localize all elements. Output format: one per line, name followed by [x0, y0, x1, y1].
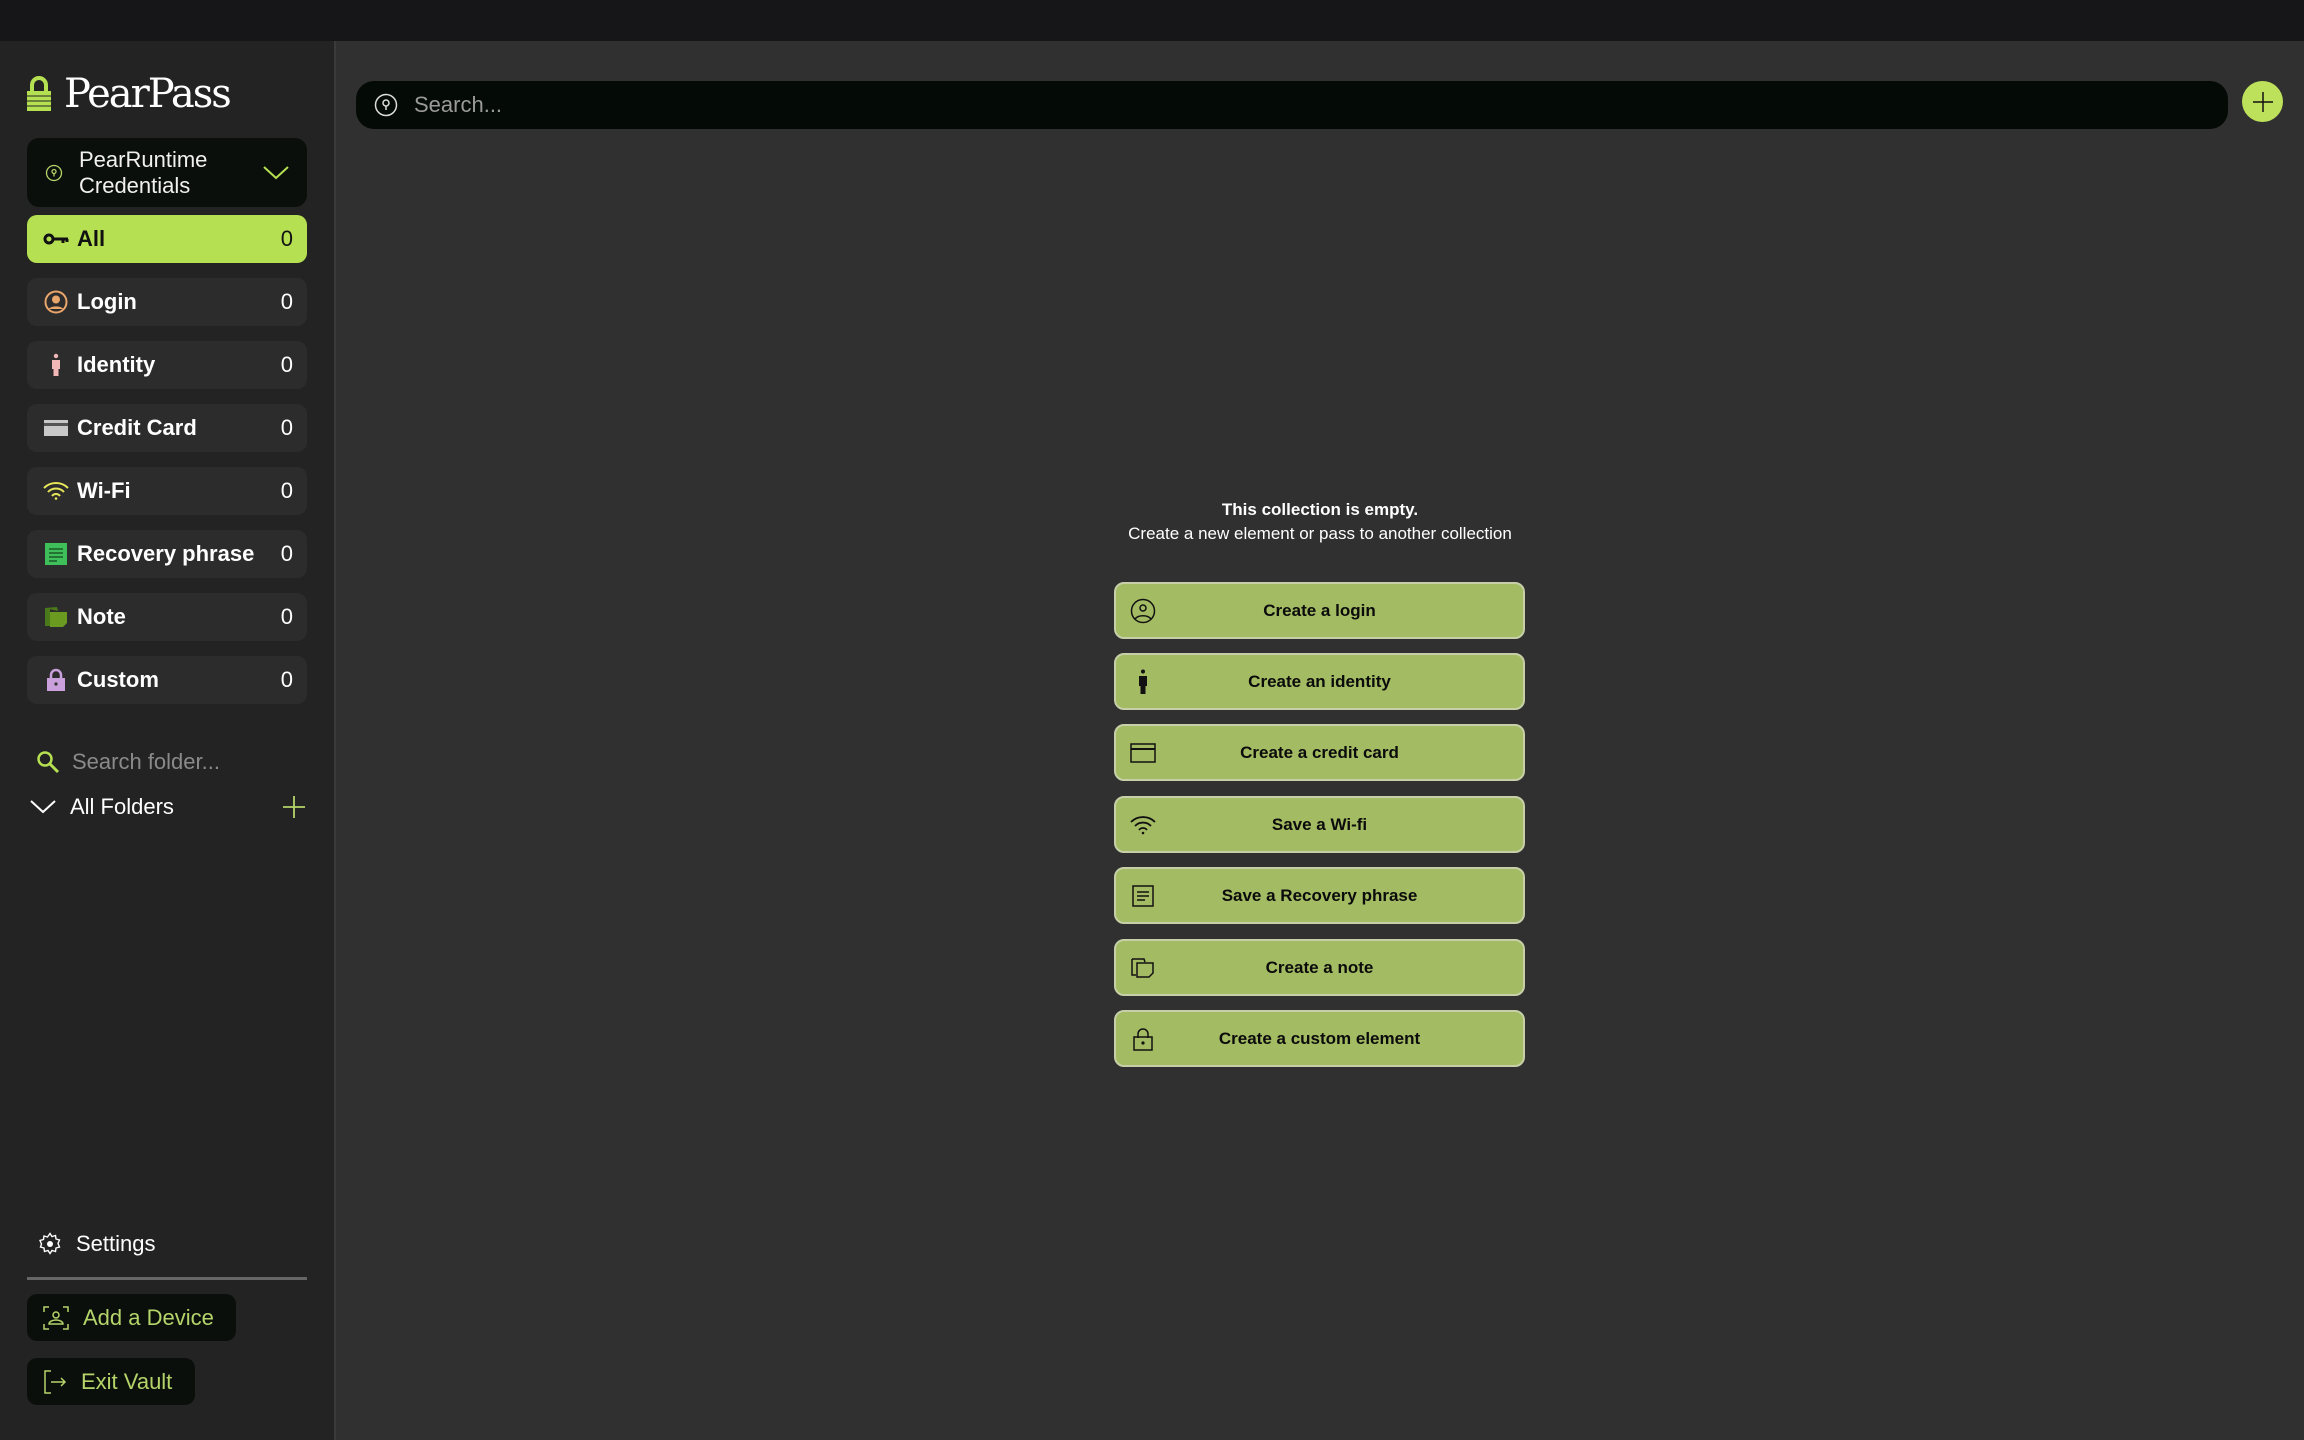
key-icon [43, 226, 69, 252]
sidebar-item-wifi[interactable]: Wi-Fi 0 [27, 467, 307, 515]
search-bar[interactable] [356, 81, 2228, 129]
nav-count: 0 [280, 667, 293, 692]
nav-label: Note [77, 604, 126, 629]
action-label: Save a Recovery phrase [1221, 885, 1418, 905]
nav-label: Identity [77, 352, 156, 377]
lock-icon [1130, 1026, 1156, 1052]
sidebar-item-credit-card[interactable]: Credit Card 0 [27, 404, 307, 452]
add-item-button[interactable] [2242, 81, 2283, 122]
exit-vault-button[interactable]: Exit Vault [27, 1358, 195, 1405]
create-note-button[interactable]: Create a note [1114, 939, 1525, 996]
nav-label: Custom [77, 667, 159, 692]
wifi-icon [43, 478, 69, 504]
add-device-label: Add a Device [83, 1304, 214, 1330]
document-icon [43, 541, 69, 567]
add-folder-icon[interactable] [283, 796, 305, 818]
all-folders[interactable]: All Folders [30, 794, 305, 820]
create-identity-button[interactable]: Create an identity [1114, 653, 1525, 710]
action-label: Create a login [1263, 600, 1376, 620]
nav-count: 0 [280, 289, 293, 314]
sidebar-item-all[interactable]: All 0 [27, 215, 307, 263]
empty-subtitle: Create a new element or pass to another … [1128, 524, 1512, 543]
add-device-button[interactable]: Add a Device [27, 1294, 236, 1341]
nav-count: 0 [280, 415, 293, 440]
nav-count: 0 [280, 541, 293, 566]
sidebar: PearPass PearRuntime Credentials All 0 L… [0, 41, 336, 1440]
user-circle-icon [43, 289, 69, 315]
action-label: Save a Wi-fi [1271, 814, 1368, 834]
nav-count: 0 [280, 478, 293, 503]
search-icon [37, 751, 60, 774]
nav-count: 0 [280, 226, 293, 251]
all-folders-label: All Folders [70, 794, 174, 819]
nav-count: 0 [280, 352, 293, 377]
sidebar-item-identity[interactable]: Identity 0 [27, 341, 307, 389]
scan-user-icon [43, 1305, 69, 1330]
create-login-button[interactable]: Create a login [1114, 582, 1525, 639]
sidebar-item-recovery-phrase[interactable]: Recovery phrase 0 [27, 530, 307, 578]
document-icon [1130, 883, 1156, 909]
gear-icon [39, 1232, 61, 1255]
search-input[interactable] [414, 92, 2210, 118]
nav-label: Credit Card [77, 415, 197, 440]
folder-search[interactable]: Search folder... [36, 749, 220, 775]
vault-icon [374, 93, 398, 117]
action-label: Create a custom element [1218, 1028, 1421, 1048]
sidebar-item-note[interactable]: Note 0 [27, 593, 307, 641]
nav-count: 0 [280, 604, 293, 629]
note-icon [1130, 955, 1156, 981]
exit-icon [44, 1369, 67, 1394]
chevron-down-icon [263, 165, 289, 179]
person-icon [43, 352, 69, 378]
logo: PearPass [26, 71, 232, 117]
sidebar-item-login[interactable]: Login 0 [27, 278, 307, 326]
divider [27, 1277, 307, 1280]
credit-card-icon [43, 415, 69, 441]
nav-label: Recovery phrase [77, 541, 255, 566]
credit-card-icon [1130, 740, 1156, 766]
save-wifi-button[interactable]: Save a Wi-fi [1114, 796, 1525, 853]
settings-button[interactable]: Settings [38, 1231, 156, 1257]
padlock-logo-icon [27, 76, 51, 111]
wifi-icon [1130, 812, 1156, 838]
settings-label: Settings [76, 1231, 156, 1256]
chevron-down-icon [30, 800, 56, 814]
nav-label: All [77, 226, 106, 251]
action-label: Create an identity [1248, 671, 1391, 691]
vault-name: PearRuntime Credentials [79, 146, 208, 198]
vault-selector[interactable]: PearRuntime Credentials [27, 138, 307, 207]
lock-icon [43, 667, 69, 693]
sidebar-item-custom[interactable]: Custom 0 [27, 656, 307, 704]
folder-search-input[interactable]: Search folder... [72, 749, 220, 774]
nav-label: Wi-Fi [77, 478, 131, 503]
user-circle-icon [1130, 598, 1156, 624]
app-name: PearPass [64, 71, 232, 117]
nav-label: Login [77, 289, 137, 314]
exit-vault-label: Exit Vault [81, 1368, 173, 1394]
action-label: Create a note [1265, 957, 1374, 977]
empty-title: This collection is empty. [1221, 500, 1419, 519]
create-custom-element-button[interactable]: Create a custom element [1114, 1010, 1525, 1067]
empty-state: This collection is empty. Create a new e… [1020, 498, 1620, 546]
title-bar [0, 0, 2304, 41]
create-credit-card-button[interactable]: Create a credit card [1114, 724, 1525, 781]
person-icon [1130, 669, 1156, 695]
action-label: Create a credit card [1240, 742, 1399, 762]
note-icon [43, 604, 69, 630]
save-recovery-phrase-button[interactable]: Save a Recovery phrase [1114, 867, 1525, 924]
vault-icon [45, 164, 63, 181]
plus-icon [2252, 91, 2273, 112]
